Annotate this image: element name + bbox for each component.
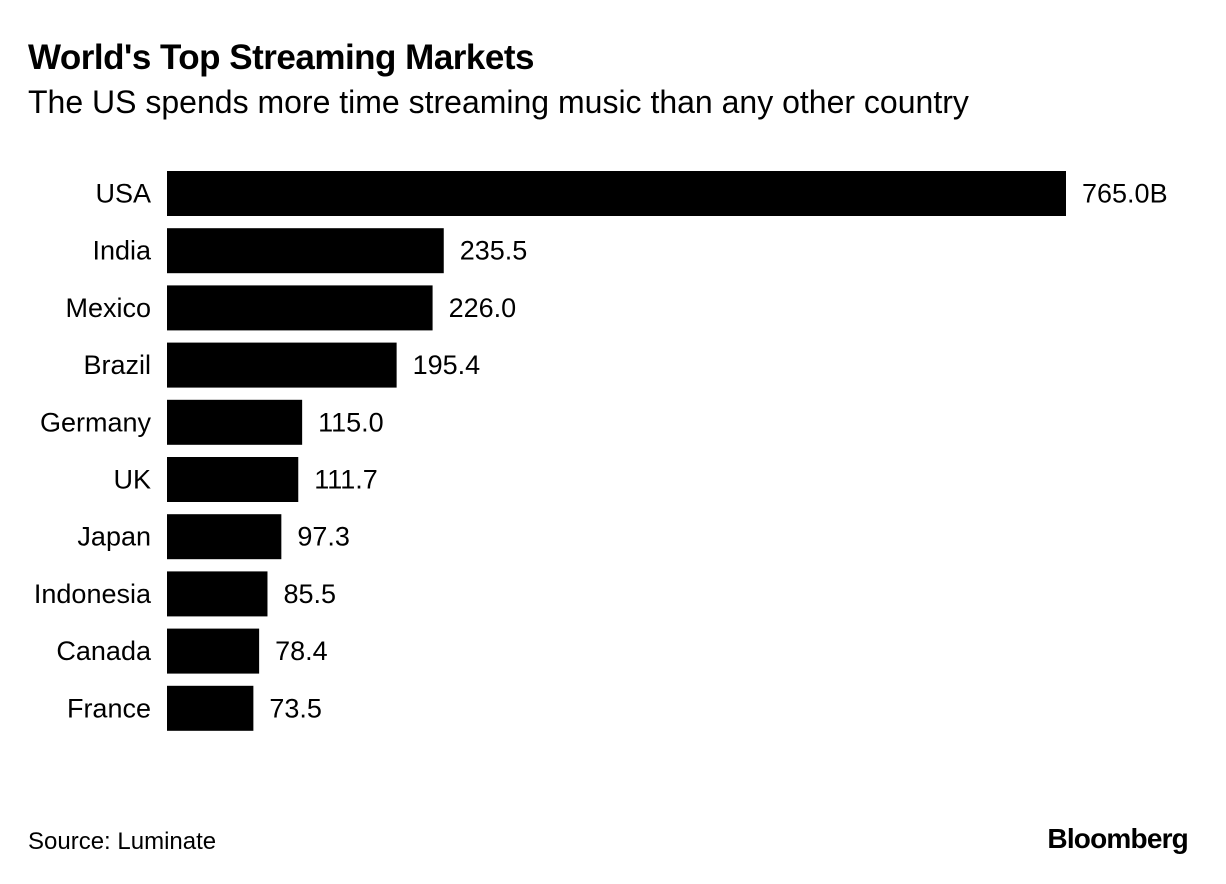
- value-label: 97.3: [297, 522, 350, 552]
- bar-chart: USA 765.0B India 235.5 Mexico 226.0 Brazil 195.…: [34, 171, 1168, 731]
- bar: [167, 171, 1066, 216]
- category-label: France: [67, 693, 151, 723]
- category-label: USA: [95, 179, 151, 209]
- value-label: 111.7: [314, 465, 378, 495]
- value-label: 115.0: [318, 407, 384, 437]
- bar: [167, 685, 254, 731]
- value-label: 85.5: [283, 579, 336, 609]
- source-note: Source: Luminate: [28, 828, 217, 855]
- category-label: Brazil: [83, 350, 151, 380]
- value-label: 78.4: [275, 636, 328, 666]
- value-label: 235.5: [460, 236, 528, 266]
- chart-title: World's Top Streaming Markets: [28, 38, 534, 77]
- value-label: 765.0B: [1082, 179, 1168, 209]
- bar: [167, 399, 303, 445]
- bar: [167, 571, 268, 617]
- bar: [167, 457, 299, 502]
- bar: [167, 228, 444, 274]
- bar: [167, 628, 260, 674]
- category-label: Japan: [77, 522, 151, 552]
- category-label: India: [92, 236, 152, 266]
- bloomberg-logo: Bloomberg: [1047, 823, 1188, 854]
- bar: [167, 342, 397, 388]
- value-label: 226.0: [449, 293, 517, 323]
- bar: [167, 285, 433, 331]
- category-label: Canada: [56, 636, 152, 666]
- chart-subtitle: The US spends more time streaming music …: [28, 84, 969, 120]
- category-label: Germany: [40, 407, 152, 437]
- value-label: 73.5: [269, 693, 322, 723]
- category-label: Mexico: [65, 293, 151, 323]
- category-label: Indonesia: [34, 579, 152, 609]
- bar: [167, 514, 282, 560]
- value-label: 195.4: [413, 350, 481, 380]
- category-label: UK: [113, 465, 151, 495]
